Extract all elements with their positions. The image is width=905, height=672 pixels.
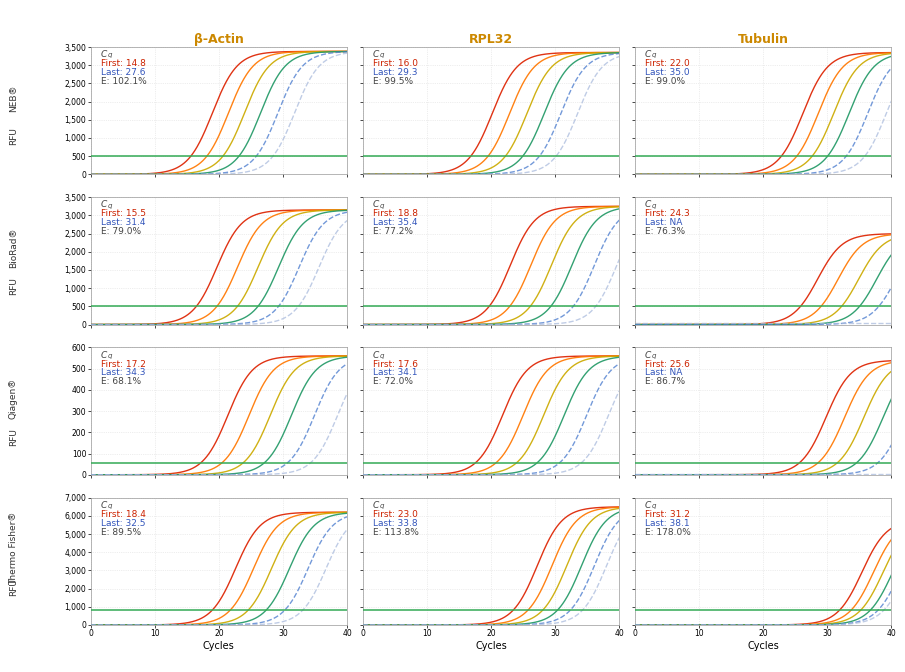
- Text: E: 99.0%: E: 99.0%: [645, 77, 685, 86]
- Text: q: q: [652, 353, 656, 359]
- Text: E: 89.5%: E: 89.5%: [100, 528, 141, 536]
- Text: q: q: [652, 503, 656, 509]
- Text: E: 99.5%: E: 99.5%: [373, 77, 413, 86]
- Text: Last: 29.3: Last: 29.3: [373, 68, 417, 77]
- Text: First: 25.6: First: 25.6: [645, 360, 690, 368]
- Text: E: 178.0%: E: 178.0%: [645, 528, 691, 536]
- Text: Qiagen®: Qiagen®: [9, 378, 18, 419]
- Text: C: C: [373, 351, 379, 360]
- Text: Last: 34.3: Last: 34.3: [100, 368, 146, 378]
- Text: q: q: [107, 353, 111, 359]
- Text: C: C: [373, 501, 379, 510]
- Text: C: C: [100, 351, 107, 360]
- Text: RFU: RFU: [9, 278, 18, 295]
- Text: E: 102.1%: E: 102.1%: [100, 77, 147, 86]
- Text: First: 22.0: First: 22.0: [645, 59, 690, 68]
- Text: q: q: [107, 503, 111, 509]
- Text: First: 18.4: First: 18.4: [100, 510, 146, 519]
- Text: E: 77.2%: E: 77.2%: [373, 227, 413, 236]
- Text: Last: 35.0: Last: 35.0: [645, 68, 690, 77]
- Text: First: 23.0: First: 23.0: [373, 510, 418, 519]
- Text: NEB®: NEB®: [9, 84, 18, 112]
- X-axis label: Cycles: Cycles: [748, 641, 779, 651]
- Text: Last: 33.8: Last: 33.8: [373, 519, 417, 528]
- Text: First: 31.2: First: 31.2: [645, 510, 690, 519]
- Text: E: 68.1%: E: 68.1%: [100, 378, 141, 386]
- Text: First: 18.8: First: 18.8: [373, 210, 418, 218]
- Text: q: q: [652, 52, 656, 58]
- Text: q: q: [379, 52, 384, 58]
- Text: Last: NA: Last: NA: [645, 368, 682, 378]
- Text: C: C: [373, 200, 379, 210]
- Text: First: 16.0: First: 16.0: [373, 59, 418, 68]
- Text: RFU: RFU: [9, 578, 18, 595]
- Title: RPL32: RPL32: [469, 33, 513, 46]
- Text: RFU: RFU: [9, 127, 18, 145]
- X-axis label: Cycles: Cycles: [203, 641, 234, 651]
- Title: Tubulin: Tubulin: [738, 33, 788, 46]
- X-axis label: Cycles: Cycles: [475, 641, 507, 651]
- Text: First: 24.3: First: 24.3: [645, 210, 690, 218]
- Text: C: C: [645, 351, 652, 360]
- Text: First: 15.5: First: 15.5: [100, 210, 146, 218]
- Text: BioRad®: BioRad®: [9, 228, 18, 268]
- Text: q: q: [379, 503, 384, 509]
- Text: Last: NA: Last: NA: [645, 218, 682, 227]
- Text: C: C: [373, 50, 379, 59]
- Text: C: C: [645, 200, 652, 210]
- Text: q: q: [652, 202, 656, 208]
- Text: q: q: [379, 202, 384, 208]
- Text: First: 17.2: First: 17.2: [100, 360, 146, 368]
- Text: Last: 31.4: Last: 31.4: [100, 218, 146, 227]
- Text: C: C: [100, 200, 107, 210]
- Text: Last: 27.6: Last: 27.6: [100, 68, 146, 77]
- Text: C: C: [645, 501, 652, 510]
- Text: C: C: [100, 501, 107, 510]
- Text: q: q: [379, 353, 384, 359]
- Text: E: 72.0%: E: 72.0%: [373, 378, 413, 386]
- Text: Last: 38.1: Last: 38.1: [645, 519, 690, 528]
- Text: E: 79.0%: E: 79.0%: [100, 227, 141, 236]
- Text: E: 76.3%: E: 76.3%: [645, 227, 685, 236]
- Text: C: C: [645, 50, 652, 59]
- Text: E: 86.7%: E: 86.7%: [645, 378, 685, 386]
- Text: RFU: RFU: [9, 427, 18, 446]
- Text: C: C: [100, 50, 107, 59]
- Text: q: q: [107, 52, 111, 58]
- Title: β-Actin: β-Actin: [194, 33, 243, 46]
- Text: E: 113.8%: E: 113.8%: [373, 528, 419, 536]
- Text: Last: 34.1: Last: 34.1: [373, 368, 417, 378]
- Text: Thermo Fisher®: Thermo Fisher®: [9, 512, 18, 585]
- Text: First: 17.6: First: 17.6: [373, 360, 418, 368]
- Text: Last: 32.5: Last: 32.5: [100, 519, 146, 528]
- Text: First: 14.8: First: 14.8: [100, 59, 146, 68]
- Text: q: q: [107, 202, 111, 208]
- Text: Last: 35.4: Last: 35.4: [373, 218, 417, 227]
